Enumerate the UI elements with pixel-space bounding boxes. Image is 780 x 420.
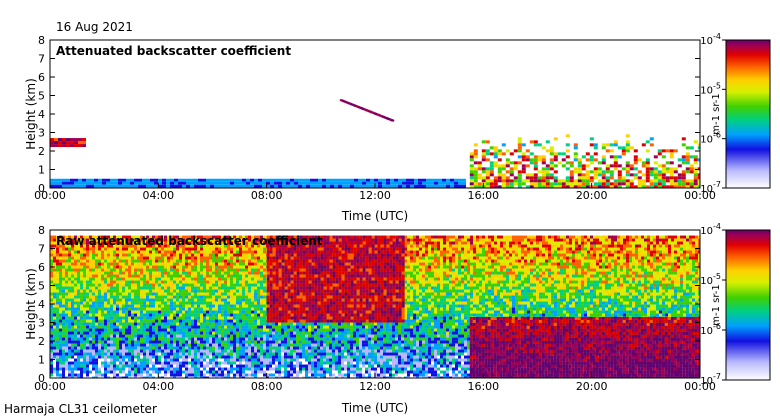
y-tick-label: 3 — [38, 127, 45, 140]
x-tick-label: 04:00 — [142, 189, 174, 202]
x-tick-label: 04:00 — [142, 380, 174, 393]
x-tick-label: 00:00 — [684, 380, 716, 393]
y-tick-label: 4 — [38, 298, 45, 311]
x-axis-label: Time (UTC) — [341, 401, 408, 415]
panel-2: Raw attenuated backscatter coefficient 0 1… — [24, 222, 771, 415]
y-axis-label: Height (km) — [24, 78, 38, 149]
y-tick-label: 6 — [38, 71, 45, 84]
y-tick-label: 8 — [38, 224, 45, 237]
chart-title: Attenuated backscatter coefficient — [56, 44, 291, 58]
y-axis-label: Height (km) — [24, 268, 38, 339]
x-tick-label: 00:00 — [34, 189, 66, 202]
feature-4 — [469, 134, 700, 188]
x-tick-label: 08:00 — [251, 189, 283, 202]
heatmap-plot — [50, 230, 700, 378]
y-tick-label: 6 — [38, 261, 45, 274]
colorbar — [725, 39, 771, 189]
colorbar-unit-label: m-1 sr-1 — [711, 93, 722, 135]
y-tick-label: 3 — [38, 317, 45, 330]
colorbar-tick-label: 10-7 — [700, 180, 721, 195]
x-tick-label: 16:00 — [467, 189, 499, 202]
y-tick-label: 4 — [38, 108, 45, 121]
heatmap-plot — [50, 40, 700, 188]
feature-2 — [50, 138, 86, 148]
feature-2 — [266, 235, 405, 323]
x-tick-label: 00:00 — [684, 189, 716, 202]
y-tick-label: 5 — [38, 90, 45, 103]
colorbar-tick-label: 10-4 — [700, 222, 721, 237]
y-tick-label: 2 — [38, 145, 45, 158]
panel-1: Attenuated backscatter coefficient 0 1 2 3 4 5… — [24, 32, 771, 223]
x-axis-label: Time (UTC) — [341, 209, 408, 223]
colorbar-tick-label: 10-4 — [700, 32, 721, 47]
y-tick-label: 1 — [38, 164, 45, 177]
colorbar-tick-label: 10-7 — [700, 372, 721, 387]
y-tick-label: 5 — [38, 280, 45, 293]
x-tick-label: 08:00 — [251, 380, 283, 393]
y-tick-label: 7 — [38, 243, 45, 256]
y-tick-label: 7 — [38, 53, 45, 66]
x-tick-label: 12:00 — [359, 189, 391, 202]
feature-3 — [339, 99, 395, 122]
x-tick-label: 12:00 — [359, 380, 391, 393]
x-tick-label: 20:00 — [576, 380, 608, 393]
x-tick-label: 20:00 — [576, 189, 608, 202]
feature-3 — [469, 316, 700, 378]
y-tick-label: 1 — [38, 354, 45, 367]
instrument-caption: Harmaja CL31 ceilometer — [4, 402, 157, 416]
date-label: 16 Aug 2021 — [56, 20, 133, 34]
y-tick-label: 0 — [38, 372, 45, 385]
y-tick-label: 0 — [38, 182, 45, 195]
y-tick-label: 2 — [38, 335, 45, 348]
x-tick-label: 16:00 — [467, 380, 499, 393]
chart-title: Raw attenuated backscatter coefficient — [56, 234, 323, 248]
colorbar — [725, 229, 771, 381]
y-tick-label: 8 — [38, 34, 45, 47]
colorbar-unit-label: m-1 sr-1 — [711, 284, 722, 326]
x-tick-label: 00:00 — [34, 380, 66, 393]
